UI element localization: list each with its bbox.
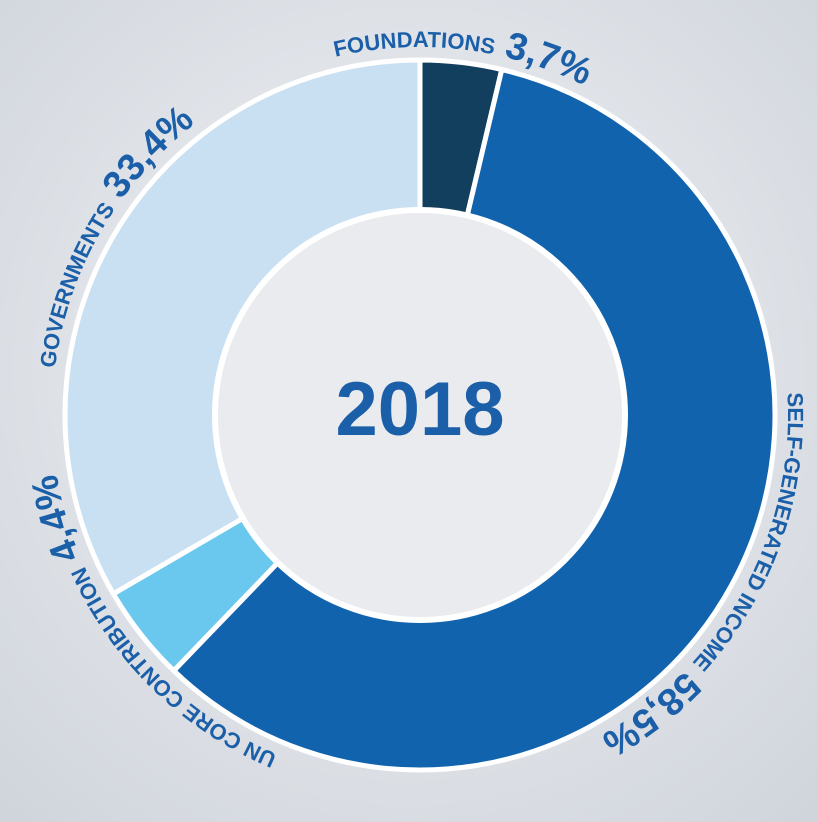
donut-hole: [212, 207, 628, 623]
center-title: 2018: [335, 367, 504, 452]
